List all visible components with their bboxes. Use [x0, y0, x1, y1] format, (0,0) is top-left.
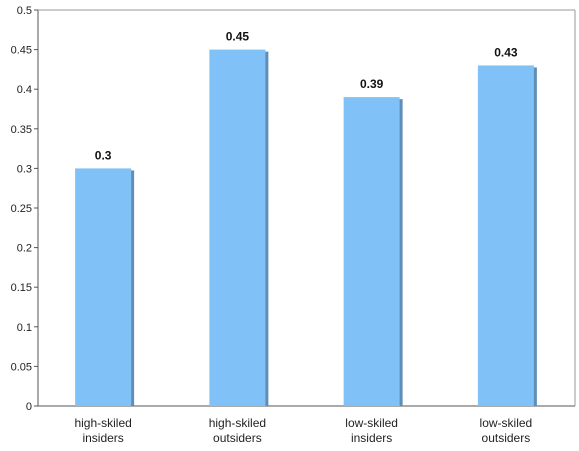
category-label: high-skiled	[209, 416, 266, 430]
y-tick-label: 0.1	[17, 322, 32, 334]
y-tick-label: 0.45	[11, 45, 32, 57]
bar-data-label: 0.39	[360, 77, 384, 91]
category-label: insiders	[82, 431, 123, 445]
category-label: outsiders	[213, 431, 262, 445]
bar-data-label: 0.3	[95, 148, 112, 162]
category-label: low-skiled	[345, 416, 398, 430]
bar	[75, 168, 132, 406]
y-tick-label: 0.3	[17, 163, 32, 175]
bar	[343, 97, 400, 407]
category-label: low-skiled	[480, 416, 533, 430]
y-tick-label: 0.5	[17, 5, 32, 17]
y-tick-label: 0	[26, 401, 32, 413]
y-axis-ticks: 0 0.05 0.1 0.15 0.2 0.25 0.3 0.35 0.4 0.45 0.5	[11, 5, 38, 413]
bar	[209, 49, 266, 406]
bar-data-label: 0.43	[494, 45, 518, 59]
category-label: insiders	[351, 431, 392, 445]
y-tick-label: 0.2	[17, 243, 32, 255]
bar-data-label: 0.45	[226, 30, 250, 44]
category-labels: high-skiledinsidershigh-skiledoutsidersl…	[74, 416, 532, 445]
bars	[75, 49, 537, 407]
category-label: high-skiled	[74, 416, 131, 430]
y-tick-label: 0.15	[11, 282, 32, 294]
data-labels: 0.3 0.45 0.39 0.43	[95, 30, 518, 163]
bar	[477, 65, 534, 406]
y-tick-label: 0.4	[17, 84, 32, 96]
category-label: outsiders	[482, 431, 531, 445]
y-tick-label: 0.05	[11, 361, 32, 373]
y-tick-label: 0.35	[11, 124, 32, 136]
y-tick-label: 0.25	[11, 203, 32, 215]
